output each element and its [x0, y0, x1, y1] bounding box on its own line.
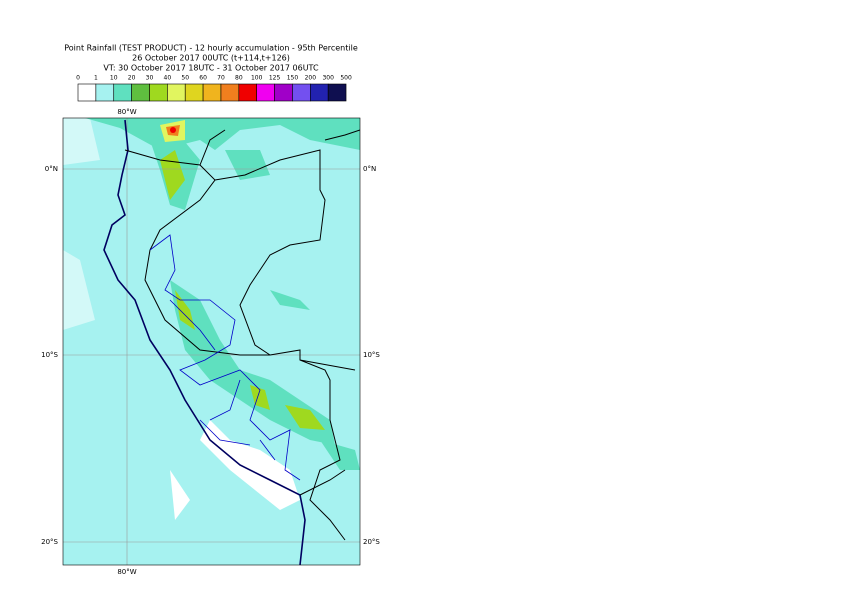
legend-swatch [310, 83, 329, 102]
valid-time: VT: 30 October 2017 18UTC - 31 October 2… [103, 64, 319, 73]
legend-label: 40 [164, 75, 172, 82]
legend-label: 100 [251, 75, 263, 82]
legend-label: 20 [128, 75, 136, 82]
legend-label: 200 [305, 75, 317, 82]
lat-label: 10°S [363, 351, 380, 359]
legend-swatch [238, 83, 258, 102]
lon-label: 80°W [117, 568, 136, 576]
legend-label: 150 [287, 75, 299, 82]
legend-label: 500 [340, 75, 352, 82]
legend: 0 1 10 20 30 40 50 60 70 80 100 125 150 200 300 500 [76, 75, 352, 102]
legend-label: 70 [217, 75, 225, 82]
lon-label: 80°W [117, 108, 136, 116]
country-borders [124, 129, 360, 541]
legend-swatch [131, 83, 150, 102]
graticule [63, 118, 360, 565]
lat-label: 0°N [363, 165, 376, 173]
dry-area [170, 420, 300, 520]
legend-swatch [220, 83, 240, 102]
base-time: 26 October 2017 00UTC (t+114,t+126) [132, 54, 290, 63]
rain-area [85, 118, 360, 180]
legend-swatch [149, 83, 168, 102]
legend-label: 80 [235, 75, 243, 82]
coastline [103, 119, 306, 565]
rain-area [160, 150, 325, 430]
legend-swatch [77, 83, 97, 102]
legend-swatch [95, 83, 115, 102]
legend-swatch [167, 83, 186, 102]
legend-swatch [256, 83, 275, 102]
lat-label: 20°S [363, 538, 380, 546]
legend-label: 300 [322, 75, 334, 82]
legend-label: 60 [199, 75, 207, 82]
legend-label: 10 [110, 75, 118, 82]
legend-label: 125 [269, 75, 281, 82]
lat-label: 10°S [41, 351, 58, 359]
lat-label: 0°N [45, 165, 58, 173]
legend-label: 1 [94, 75, 98, 82]
legend-label: 0 [76, 75, 80, 82]
legend-swatch [327, 83, 347, 102]
map-panel [63, 118, 360, 565]
legend-swatch [274, 83, 293, 102]
lat-label: 20°S [41, 538, 58, 546]
legend-label: 50 [181, 75, 189, 82]
legend-swatch [202, 83, 222, 102]
legend-swatch [113, 83, 132, 102]
rain-peak [170, 127, 176, 133]
title: Point Rainfall (TEST PRODUCT) - 12 hourl… [64, 44, 358, 53]
legend-label: 30 [146, 75, 154, 82]
region-borders [149, 234, 301, 481]
legend-swatch [292, 83, 311, 102]
map-frame [62, 117, 361, 566]
legend-swatch [184, 83, 204, 102]
dry-area [63, 118, 100, 330]
